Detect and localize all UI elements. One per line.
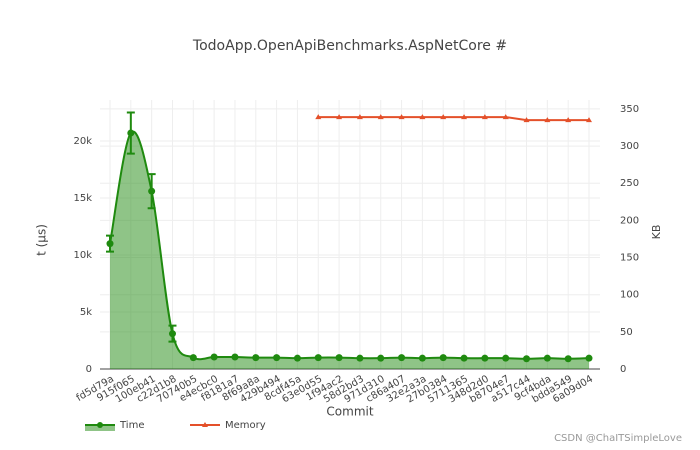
marker <box>461 114 468 120</box>
marker <box>148 187 156 195</box>
marker <box>502 114 509 120</box>
y2-axis-title: KB <box>650 225 663 240</box>
watermark: CSDN @ChaITSimpleLove <box>554 433 682 444</box>
marker <box>481 354 489 362</box>
marker <box>168 330 176 338</box>
marker <box>481 114 488 120</box>
marker <box>564 355 572 363</box>
marker <box>586 117 592 123</box>
marker <box>377 114 384 120</box>
marker <box>398 354 406 362</box>
y-tick-label: 5k <box>80 307 92 318</box>
y2-tick-label: 100 <box>620 290 639 301</box>
marker <box>543 354 551 362</box>
marker <box>523 117 530 123</box>
marker <box>418 354 426 362</box>
marker <box>585 354 593 362</box>
marker <box>398 114 405 120</box>
chart-title: TodoApp.OpenApiBenchmarks.AspNetCore # <box>192 38 507 54</box>
y2-tick-label: 250 <box>620 178 639 189</box>
area <box>110 131 589 369</box>
marker <box>336 114 343 120</box>
y-tick-label: 0 <box>86 364 92 375</box>
marker <box>356 354 364 362</box>
marker <box>502 354 510 362</box>
marker <box>439 354 447 362</box>
marker <box>315 114 322 120</box>
y2-tick-label: 300 <box>620 141 639 152</box>
marker <box>544 117 551 123</box>
marker <box>460 354 468 362</box>
marker <box>419 114 426 120</box>
marker <box>106 240 114 248</box>
marker <box>523 355 531 363</box>
legend-marker <box>97 422 103 428</box>
marker <box>189 354 197 362</box>
marker <box>314 354 322 362</box>
line <box>109 130 590 361</box>
marker <box>210 353 218 361</box>
marker <box>252 354 260 362</box>
x-axis-title: Commit <box>326 405 373 419</box>
legend-label: Memory <box>225 420 266 431</box>
legend-marker <box>202 422 208 427</box>
y2-tick-label: 0 <box>620 364 626 375</box>
y-tick-label: 20k <box>73 136 92 147</box>
line <box>318 116 589 122</box>
y2-tick-label: 200 <box>620 215 639 226</box>
marker <box>440 114 447 120</box>
y-axis-title: t (µs) <box>35 224 49 256</box>
y2-tick-label: 150 <box>620 253 639 264</box>
marker <box>127 129 135 137</box>
marker <box>356 114 363 120</box>
marker <box>231 353 239 361</box>
y-tick-label: 15k <box>73 193 92 204</box>
marker <box>335 354 343 362</box>
y-tick-label: 10k <box>73 250 92 261</box>
legend-label: Time <box>119 420 144 431</box>
marker <box>293 354 301 362</box>
grid <box>100 100 600 370</box>
y2-tick-label: 350 <box>620 104 639 115</box>
marker <box>565 117 572 123</box>
marker <box>377 354 385 362</box>
y2-tick-label: 50 <box>620 327 633 338</box>
marker <box>273 354 281 362</box>
